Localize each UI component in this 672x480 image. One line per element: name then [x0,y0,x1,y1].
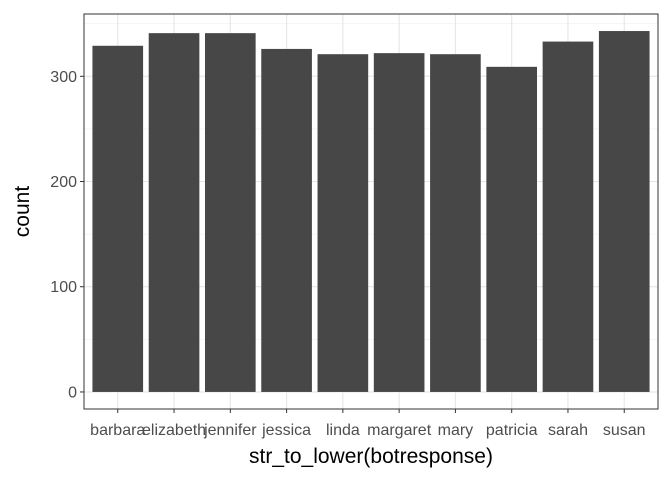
x-tick-label: barbara [90,422,145,439]
x-axis-title: str_to_lower(botresponse) [249,445,493,468]
bar-jennifer [204,33,256,392]
x-tick-label: jennifer [203,422,257,439]
bar-jessica [261,48,312,392]
y-axis: 0 100 200 300 [50,69,84,401]
bar-patricia [486,66,538,392]
panel-border [83,13,659,410]
x-tick-label: sarah [548,422,588,439]
bar-elizabeth [148,33,200,392]
x-tick-label: margaret [367,422,432,439]
y-tick-label: 300 [50,69,77,86]
x-tick-label: mary [438,422,474,439]
bars [92,31,650,392]
x-tick-label: elizabeth [142,422,206,439]
x-tick-label: jessica [261,422,311,439]
bar-mary [430,54,481,392]
y-tick-label: 100 [50,279,77,296]
bar-margaret [373,53,425,392]
bar-sarah [542,41,594,392]
x-tick-label: linda [326,422,360,439]
y-tick-label: 200 [50,174,77,191]
x-tick-label: susan [603,422,646,439]
y-axis-title: count [11,186,34,238]
x-tick-label: patricia [486,422,538,439]
bar-susan [598,31,650,392]
y-tick-label: 0 [68,384,77,401]
bar-barbara [92,45,144,392]
bar-linda [317,54,369,392]
